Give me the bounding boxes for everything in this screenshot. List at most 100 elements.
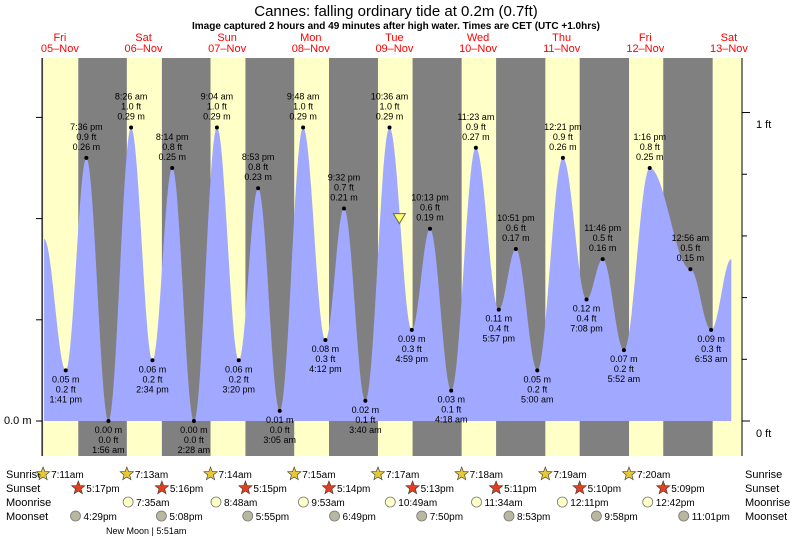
tide-label-text: 0.1 ft [441,405,462,415]
tide-label-text: 0.11 m [485,314,512,324]
day-name-0: Fri [53,32,66,44]
sunset-time: 5:13pm [421,484,454,495]
y-axis-label-right-1ft: 1 ft [756,119,771,131]
tide-label-text: 0.2 ft [142,374,163,384]
tide-label-text: 1.0 ft [293,102,314,112]
moonset-moon-icon [329,510,340,522]
tide-label-text: 9:04 am [201,92,234,102]
tide-label-text: 0.1 ft [355,415,376,425]
tide-label-text: 0.00 m [180,425,208,435]
moonset-entry: 7:50pm [416,510,463,523]
tide-label-text: 10:51 pm [497,213,535,223]
tide-event-9-48-am: 9:48 am1.0 ft0.29 m [287,92,319,130]
tide-label-text: 0.9 ft [553,132,574,142]
tide-label-text: 0.09 m [697,334,725,344]
sunset-time: 5:11pm [504,484,537,495]
sunset-row-label-right: Sunset [745,483,779,495]
tide-point [129,125,134,130]
tide-event-3-40-am: 0.02 m0.1 ft3:40 am [349,398,382,435]
new-moon-label: New Moon | 5:51am [106,526,186,536]
tide-label-text: 0.06 m [225,364,253,374]
tide-point [409,327,414,332]
tide-event-3-20-pm: 0.06 m0.2 ft3:20 pm [222,358,255,394]
moonrise-moon-icon [642,496,654,508]
tide-label-text: 0.3 ft [701,344,722,354]
moonset-time: 4:29pm [83,512,116,523]
sunrise-sun-icon [286,466,302,481]
chart-subtitle: Image captured 2 hours and 49 minutes af… [192,21,600,32]
moonrise-moon-icon [556,496,568,508]
sunrise-entry: 7:11am [35,466,84,481]
sunset-time: 5:17pm [86,484,119,495]
y-axis-label-left: 0.0 m [4,415,32,427]
tide-label-text: 2:28 am [178,445,211,455]
tide-label-text: 1:16 pm [633,132,666,142]
tide-label-text: 0.07 m [610,354,638,364]
day-name-6: Thu [552,32,571,44]
tide-point [428,226,433,231]
sunset-time: 5:16pm [170,484,203,495]
tide-event-8-53-pm: 8:53 pm0.8 ft0.23 m [242,152,274,191]
tide-label-text: 0.2 ft [614,364,635,374]
tide-label-text: 0.7 ft [334,182,355,192]
moonset-moon-icon [70,510,81,522]
sunrise-sun-icon [621,466,637,481]
tide-label-text: 0.19 m [416,213,444,223]
sunrise-sun-icon [537,466,553,481]
moonrise-entry: 8:48am [210,496,257,509]
day-date-5: 10–Nov [459,43,497,55]
tide-point [688,267,693,272]
sunset-sun-icon [70,480,86,495]
moonset-time: 11:01pm [692,512,730,523]
tide-label-text: 0.9 ft [466,122,487,132]
tide-event-10-36-am: 10:36 am1.0 ft0.29 m [371,92,409,130]
tide-label-text: 10:36 am [371,92,409,102]
moonrise-moon-icon [122,496,134,508]
day-date-1: 06–Nov [125,43,163,55]
sunset-entry: 5:17pm [70,480,120,495]
tide-event-5-57-pm: 0.11 m0.4 ft5:57 pm [483,307,515,344]
day-date-8: 13–Nov [710,43,748,55]
tide-point [449,388,454,393]
moonrise-entry: 12:11pm [556,496,608,509]
moonset-moon-icon [155,510,167,522]
sunrise-entry: 7:20am [621,466,670,481]
tide-label-text: 0.4 ft [577,314,598,324]
tide-label-text: 0.17 m [502,233,530,243]
tide-point [600,257,605,262]
tide-label-text: 0.3 ft [315,354,336,364]
moonset-time: 9:58pm [604,512,637,523]
sunset-time: 5:15pm [253,484,286,495]
moonset-entry: 4:29pm [70,510,117,523]
day-date-3: 08–Nov [292,43,330,55]
current-tide-marker [392,213,407,225]
tide-label-text: 6:53 am [695,354,728,364]
sunset-sun-icon [405,480,421,495]
tide-label-text: 0.29 m [289,112,317,122]
tide-point [341,206,346,211]
day-name-5: Wed [467,32,489,44]
sunset-entry: 5:14pm [321,480,370,495]
sunrise-entry: 7:18am [454,466,503,481]
sunrise-time: 7:13am [135,470,168,481]
sunset-entry: 5:09pm [655,480,705,495]
tide-label-text: 0.09 m [398,334,426,344]
tide-event-5-52-am: 0.07 m0.2 ft5:52 am [608,348,640,384]
tide-label-text: 0.06 m [139,364,167,374]
sunrise-time: 7:14am [219,470,252,481]
tide-label-text: 0.00 m [95,425,123,435]
moonrise-row-label-right: Moonrise [745,497,790,509]
day-headers: Fri05–NovSat06–NovSun07–NovMon08–NovTue0… [41,32,748,55]
day-date-7: 12–Nov [626,43,664,55]
tide-label-text: 2:34 pm [136,384,169,394]
tide-point [323,338,328,343]
tide-event-5-00-am: 0.05 m0.2 ft5:00 am [521,368,554,404]
tide-event-4-12-pm: 0.08 m0.3 ft4:12 pm [309,338,342,374]
tide-point [621,348,626,353]
moonset-entry: 8:53pm [503,510,550,523]
sunset-sun-icon [655,480,671,495]
tide-label-text: 0.16 m [589,243,617,253]
tide-label-text: 0.23 m [244,172,272,182]
axes: 0.0 m 1 ft 0 ft [4,119,771,440]
